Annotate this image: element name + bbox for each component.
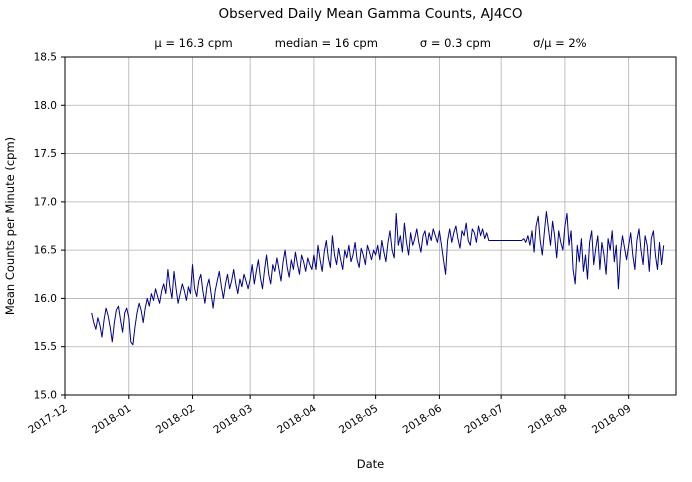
x-axis-title: Date bbox=[357, 457, 385, 471]
y-axis-title: Mean Counts per Minute (cpm) bbox=[3, 137, 17, 315]
x-tick-label: 2018-01 bbox=[90, 402, 133, 436]
chart-stats-row: μ = 16.3 cpm median = 16 cpm σ = 0.3 cpm… bbox=[65, 36, 676, 50]
y-tick-label: 17.5 bbox=[34, 148, 57, 160]
x-tick-label: 2018-02 bbox=[154, 402, 197, 436]
stat-sigma-over-mu: σ/μ = 2% bbox=[532, 36, 587, 50]
x-tick-label: 2018-07 bbox=[462, 402, 505, 436]
y-tick-label: 18.0 bbox=[34, 100, 57, 112]
plot-border bbox=[64, 56, 677, 396]
y-tick-label: 15.5 bbox=[34, 341, 57, 353]
x-tick-label: 2018-09 bbox=[590, 402, 633, 436]
x-tick-label: 2018-04 bbox=[275, 402, 319, 436]
x-tick-label: 2018-05 bbox=[337, 402, 380, 436]
stat-sigma: σ = 0.3 cpm bbox=[419, 36, 491, 50]
y-tick-label: 15.0 bbox=[34, 390, 57, 402]
series-line bbox=[91, 211, 665, 346]
y-tick-label: 16.0 bbox=[34, 293, 57, 305]
y-tick-label: 17.0 bbox=[34, 196, 57, 208]
stat-mean: μ = 16.3 cpm bbox=[154, 36, 233, 50]
stat-median: median = 16 cpm bbox=[274, 36, 378, 50]
chart-title: Observed Daily Mean Gamma Counts, AJ4CO bbox=[218, 6, 523, 22]
x-tick-label: 2018-08 bbox=[526, 402, 569, 436]
y-tick-label: 18.5 bbox=[34, 52, 57, 64]
y-tick-label: 16.5 bbox=[34, 245, 57, 257]
x-tick-label: 2018-03 bbox=[211, 402, 254, 436]
x-tick-label: 2017-12 bbox=[26, 402, 69, 436]
x-tick-label: 2018-06 bbox=[401, 402, 445, 436]
